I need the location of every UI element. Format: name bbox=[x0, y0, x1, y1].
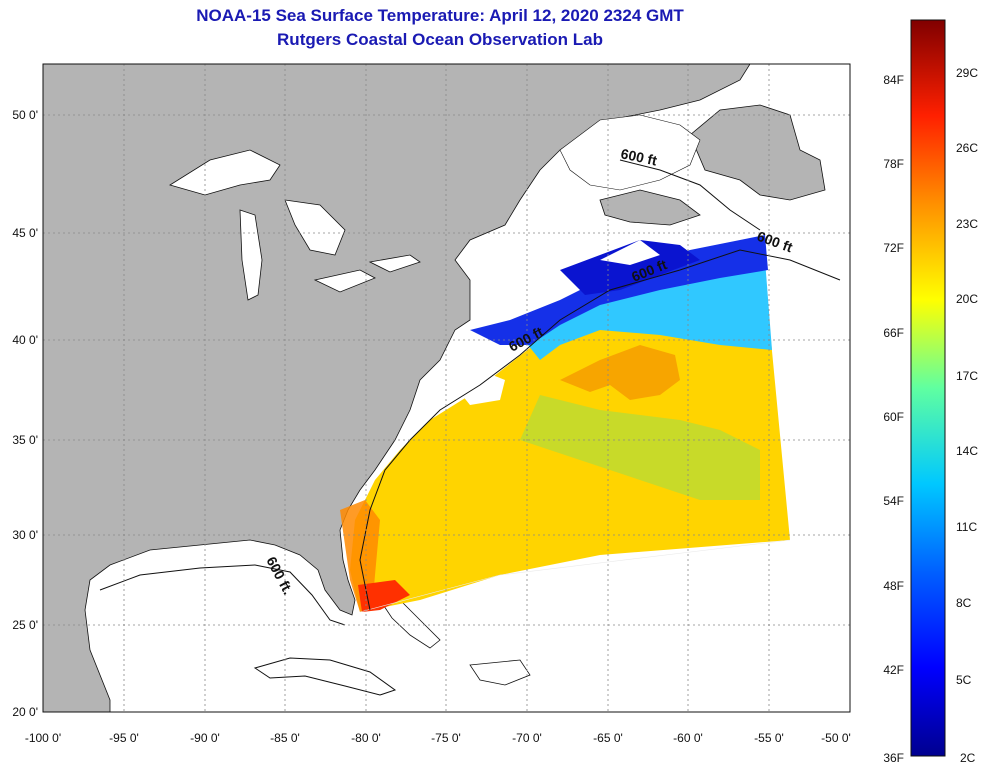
colorbar-f-label: 48F bbox=[883, 579, 904, 593]
isobath-label-gulf-of-st-lawrence: 600 ft bbox=[619, 145, 658, 168]
colorbar-celsius-labels: 29C 26C 23C 20C 17C 14C 11C 8C 5C 2C bbox=[956, 66, 978, 765]
colorbar-fahrenheit-labels: 84F 78F 72F 66F 60F 54F 48F 42F 36F bbox=[883, 73, 904, 765]
colorbar-f-label: 66F bbox=[883, 326, 904, 340]
lon-tick-label: -85 0' bbox=[270, 731, 300, 745]
gulf-st-lawrence bbox=[559, 114, 701, 191]
map-title: NOAA-15 Sea Surface Temperature: April 1… bbox=[196, 6, 684, 25]
land-newfoundland bbox=[689, 104, 826, 201]
sst-florida-hot bbox=[358, 580, 410, 612]
colorbar-c-label: 20C bbox=[956, 292, 978, 306]
colorbar-c-label: 29C bbox=[956, 66, 978, 80]
lon-tick-label: -65 0' bbox=[593, 731, 623, 745]
colorbar-c-label: 2C bbox=[960, 751, 976, 765]
colorbar-f-label: 78F bbox=[883, 157, 904, 171]
land-cuba bbox=[253, 657, 397, 696]
colorbar-f-label: 84F bbox=[883, 73, 904, 87]
lake-erie-ontario bbox=[313, 254, 421, 293]
graticule bbox=[43, 64, 850, 712]
map-frame bbox=[42, 63, 851, 713]
colorbar-c-label: 26C bbox=[956, 141, 978, 155]
colorbar-c-label: 8C bbox=[956, 596, 972, 610]
swath-edge bbox=[359, 539, 791, 613]
colorbar-f-label: 60F bbox=[883, 410, 904, 424]
colorbar-c-label: 14C bbox=[956, 444, 978, 458]
lake-michigan-huron bbox=[239, 199, 346, 301]
colorbar-f-label: 36F bbox=[883, 751, 904, 765]
colorbar-f-label: 72F bbox=[883, 241, 904, 255]
lon-tick-label: -55 0' bbox=[754, 731, 784, 745]
isobath-gulf bbox=[99, 564, 346, 626]
lat-tick-label: 35 0' bbox=[12, 433, 38, 447]
lon-tick-label: -70 0' bbox=[512, 731, 542, 745]
sst-swath-warm bbox=[350, 320, 790, 612]
colorbar-c-label: 23C bbox=[956, 217, 978, 231]
colorbar-c-label: 17C bbox=[956, 369, 978, 383]
lon-tick-label: -80 0' bbox=[351, 731, 381, 745]
isobath-atlantic bbox=[359, 249, 841, 611]
lat-tick-label: 30 0' bbox=[12, 528, 38, 542]
land-nova-scotia bbox=[599, 189, 701, 226]
lon-tick-label: -60 0' bbox=[673, 731, 703, 745]
lon-tick-label: -50 0' bbox=[821, 731, 851, 745]
sst-cold-slope bbox=[520, 260, 772, 360]
lon-tick-labels: -100 0' -95 0' -90 0' -85 0' -80 0' -75 … bbox=[25, 731, 851, 745]
land-hispaniola bbox=[469, 659, 531, 686]
lat-tick-label: 40 0' bbox=[12, 333, 38, 347]
lon-tick-label: -75 0' bbox=[431, 731, 461, 745]
lake-superior bbox=[169, 149, 281, 196]
lon-tick-label: -90 0' bbox=[190, 731, 220, 745]
colorbar-f-label: 54F bbox=[883, 494, 904, 508]
colorbar-f-label: 42F bbox=[883, 663, 904, 677]
lat-tick-label: 25 0' bbox=[12, 618, 38, 632]
map-subtitle: Rutgers Coastal Ocean Observation Lab bbox=[277, 30, 603, 49]
colorbar bbox=[910, 19, 946, 757]
sst-cool-patches bbox=[520, 395, 760, 500]
land-north-america bbox=[43, 64, 751, 712]
cloud-mask bbox=[450, 240, 660, 405]
colorbar-c-label: 5C bbox=[956, 673, 972, 687]
lat-tick-labels: 50 0' 45 0' 40 0' 35 0' 30 0' 25 0' 20 0… bbox=[12, 108, 38, 719]
lat-tick-label: 50 0' bbox=[12, 108, 38, 122]
lat-tick-label: 20 0' bbox=[12, 705, 38, 719]
sst-gulf-maine bbox=[560, 240, 700, 295]
colorbar-c-label: 11C bbox=[956, 520, 977, 534]
lon-tick-label: -100 0' bbox=[25, 731, 61, 745]
lon-tick-label: -95 0' bbox=[109, 731, 139, 745]
lat-tick-label: 45 0' bbox=[12, 226, 38, 240]
isobath-newfoundland bbox=[619, 159, 761, 231]
sst-warm-eddy bbox=[560, 345, 680, 400]
